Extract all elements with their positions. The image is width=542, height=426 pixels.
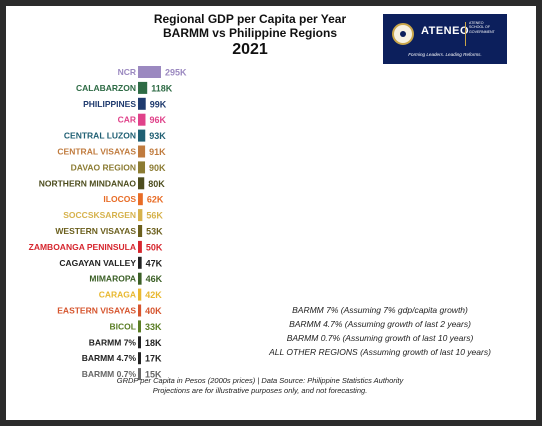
category-label: NCR [118,67,136,77]
category-label: EASTERN VISAYAS [57,306,136,316]
category-label: ZAMBOANGA PENINSULA [29,242,136,252]
chart-subtitle: BARMM vs Philippine Regions [162,26,337,40]
bar [138,336,141,349]
category-label: WESTERN VISAYAS [55,226,136,236]
source-line: GRDP per Capita in Pesos (2000s prices) … [116,376,404,385]
category-label: BARMM 4.7% [82,353,137,363]
value-label: 42K [145,290,162,300]
category-label: ILOCOS [103,194,136,204]
category-label: BARMM 7% [89,337,137,347]
value-label: 46K [146,274,163,284]
note-line: BARMM 4.7% (Assuming growth of last 2 ye… [289,319,471,329]
bar [138,113,146,126]
category-label: CALABARZON [76,83,136,93]
projection-notes: BARMM 7% (Assuming 7% gdp/capita growth)… [235,303,525,359]
value-label: 96K [149,115,166,125]
category-label: BARMM 0.7% [82,369,137,379]
category-label: DAVAO REGION [71,162,136,172]
bar [138,66,161,78]
value-label: 90K [149,163,166,173]
category-label: CENTRAL VISAYAS [57,147,136,157]
value-label: 295K [165,68,187,78]
category-label: CAGAYAN VALLEY [59,258,136,268]
category-label: CARAGA [99,290,136,300]
category-label: NORTHERN MINDANAO [39,178,137,188]
category-label: BICOL [110,321,136,331]
disclaimer-line: Projections are for illustrative purpose… [152,386,368,395]
source-footer: GRDP per Capita in Pesos (2000s prices) … [60,376,460,396]
value-label: 56K [146,211,163,221]
bar [138,320,141,333]
bar [138,129,146,142]
value-label: 91K [149,147,166,157]
bar [138,304,142,317]
logo-subtitle-line: ATENEO [469,21,484,25]
ateneo-seal-icon [392,23,414,45]
chart-title: Regional GDP per Capita per Year [153,12,347,26]
bar [138,225,143,237]
chart-year: 2021 [232,41,268,58]
note-line: ALL OTHER REGIONS (Assuming growth of la… [269,347,491,357]
category-label: CENTRAL LUZON [64,131,136,141]
note-line: BARMM 0.7% (Assuming growth of last 10 y… [286,333,474,343]
logo-subtitle-line: GOVERNMENT [469,29,495,34]
bar [138,177,145,190]
bar [138,352,141,365]
value-label: 33K [145,322,162,332]
value-label: 53K [146,227,163,237]
value-label: 80K [148,179,165,189]
bar [138,272,142,285]
bar [138,145,146,158]
value-label: 15K [145,370,162,380]
bar [138,240,142,253]
bar [138,193,143,206]
logo-tagline: Forming Leaders. Leading Reforms. [408,52,482,57]
value-label: 17K [145,354,162,364]
value-label: 40K [145,306,162,316]
bar [138,97,146,110]
bar [138,209,143,222]
chart-panel [6,6,536,420]
value-label: 62K [147,195,164,205]
bar [138,81,148,94]
value-label: 50K [146,242,163,252]
value-label: 118K [151,83,173,93]
category-label: PHILIPPINES [83,99,136,109]
bar [138,368,141,381]
bar [138,288,142,301]
category-label: MIMAROPA [89,274,136,284]
value-label: 18K [145,338,162,348]
value-label: 47K [146,258,163,268]
logo-divider [465,22,466,46]
category-label: CAR [118,115,136,125]
logo-subtitle-line: SCHOOL OF [469,25,491,30]
logo-name: ATENEO [421,25,470,37]
logo-subtitle: ATENEO SCHOOL OF GOVERNMENT [469,21,505,34]
note-line: BARMM 7% (Assuming 7% gdp/capita growth) [292,305,468,315]
bar [138,256,142,269]
category-label: SOCCSKSARGEN [63,210,136,220]
bar [138,161,146,174]
value-label: 93K [149,131,166,141]
ateneo-logo: ATENEO ATENEO SCHOOL OF GOVERNMENT Formi… [383,14,507,64]
value-label: 99K [150,99,167,109]
